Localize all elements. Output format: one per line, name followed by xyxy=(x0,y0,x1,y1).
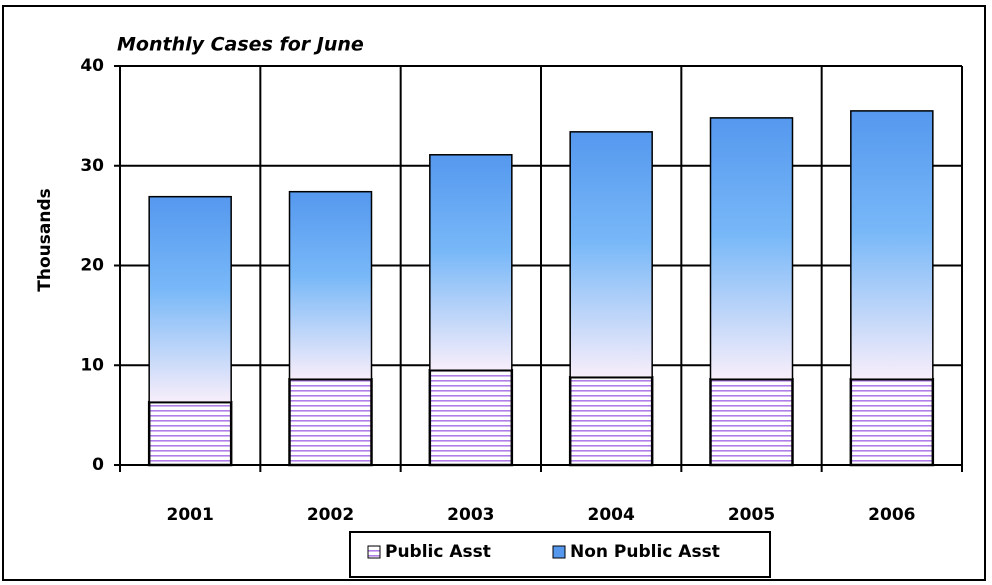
x-tick-label: 2002 xyxy=(307,505,354,525)
bar-segment xyxy=(850,110,934,380)
x-tick-label: 2003 xyxy=(447,505,494,525)
bar-segment xyxy=(147,400,233,467)
x-tick-label: 2001 xyxy=(167,505,214,525)
bar-segment xyxy=(428,368,514,467)
y-tick-label: 40 xyxy=(80,56,104,76)
legend-swatch xyxy=(367,545,381,559)
x-tick-label: 2005 xyxy=(728,505,775,525)
bar-segment xyxy=(429,154,513,371)
legend-label: Non Public Asst xyxy=(570,542,720,562)
bar-segment xyxy=(849,377,935,467)
x-tick-label: 2006 xyxy=(868,505,915,525)
y-tick-label: 0 xyxy=(92,455,104,475)
bar-segment xyxy=(568,375,654,467)
y-tick-label: 10 xyxy=(80,355,104,375)
y-tick-label: 20 xyxy=(80,256,104,276)
bar-segment xyxy=(709,117,794,380)
y-tick-label: 30 xyxy=(80,156,104,176)
chart-title: Monthly Cases for June xyxy=(117,34,364,56)
bar-segment xyxy=(148,195,232,403)
y-axis-label: Thousands xyxy=(35,188,55,291)
legend-swatch xyxy=(552,545,566,559)
bar-segment xyxy=(569,131,653,378)
legend-label: Public Asst xyxy=(385,542,491,562)
bar-segment xyxy=(288,190,373,380)
x-tick-label: 2004 xyxy=(588,505,635,525)
bar-segment xyxy=(709,377,794,467)
bar-segment xyxy=(288,377,373,467)
